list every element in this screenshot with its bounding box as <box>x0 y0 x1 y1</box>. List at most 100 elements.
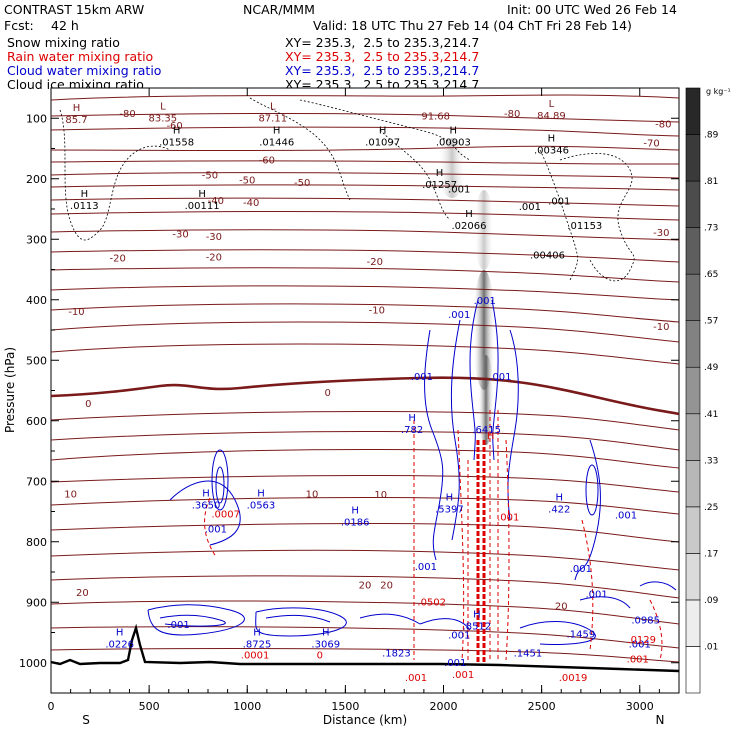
snow-extremum-value: .0113 <box>70 201 99 212</box>
cw-column-core1 <box>469 299 479 461</box>
temperature-contours <box>51 94 679 663</box>
cloud-water-extremum-marker: H <box>446 493 454 504</box>
cw-cell-right <box>574 439 601 581</box>
snow-extremum-value: .00406 <box>530 251 565 262</box>
temperature-label: -80 <box>655 119 671 130</box>
snow-shade-mid <box>474 190 494 270</box>
contour-value-label: .001 <box>629 640 651 651</box>
contour-value-label: .001 <box>411 372 433 383</box>
contour-value-label: .001 <box>497 513 519 524</box>
colorbar-tick-label: .81 <box>704 177 718 187</box>
cloud-ice-left <box>59 109 171 241</box>
colorbar-tick-label: .73 <box>704 224 718 234</box>
temperature-label: 20 <box>555 601 568 612</box>
temperature-label: -30 <box>206 232 222 243</box>
cloud-water-extremum-value: .0563 <box>247 500 276 511</box>
isotherm-45 <box>51 197 679 207</box>
isotherm-20 <box>51 575 679 599</box>
snow-extremum-value: 91.68 <box>421 111 450 122</box>
isotherm-15 <box>51 522 679 543</box>
colorbar-segment <box>685 180 701 228</box>
cloud-water-extremum-marker: H <box>408 413 416 424</box>
colorbar-segment <box>685 134 701 182</box>
rain-col-8 <box>649 599 663 661</box>
contour-value-label: .0001 <box>241 650 270 661</box>
contour-value-label: .0007 <box>211 510 240 521</box>
isotherm-p5 <box>51 410 679 431</box>
cw-low-6 <box>579 596 631 609</box>
cloud-water-extremum-marker: H <box>322 628 330 639</box>
isotherm-12 <box>51 496 679 515</box>
valid-time: Valid: 18 UTC Thu 27 Feb 14 (04 ChT Fri … <box>313 18 632 33</box>
x-axis-label: Distance (km) <box>323 713 407 727</box>
cloud-water-extremum-value: .1459 <box>567 629 596 640</box>
colorbar-tick-label: .89 <box>704 131 719 141</box>
cloud-water-extremum-value: .8725 <box>243 640 272 651</box>
cloud-water-extremum-marker: H <box>473 609 481 620</box>
isotherm-10 <box>51 321 679 343</box>
cloud-water-extremum-marker: H <box>202 488 210 499</box>
isotherm-35 <box>51 229 679 241</box>
x-tick-label: 1500 <box>331 700 359 713</box>
contour-value-label: .001 <box>489 372 511 383</box>
colorbar-segment <box>685 227 701 275</box>
cloud-ice-mid <box>249 97 351 201</box>
isotherm-0 <box>51 376 679 416</box>
isotherm-p7 <box>51 430 679 451</box>
cw-cell-1b <box>215 466 225 504</box>
colorbar-segment <box>685 553 701 601</box>
isotherm-80 <box>51 94 679 101</box>
cw-cell-right-b <box>585 464 599 516</box>
annotations-layer: -80 -80 -80 -70 -60 -60 -50 -50 -50 -40 -40 -30 -30 -… <box>64 99 671 684</box>
temperature-label: -60 <box>166 121 182 132</box>
temperature-label: 20 <box>76 588 89 599</box>
contour-value-label: H <box>487 431 495 442</box>
cloud-water-extremum-value: .0226 <box>105 640 134 651</box>
temperature-label: -70 <box>643 139 659 150</box>
legend-rain-xy: XY= 235.3, 2.5 to 235.3,214.7 <box>285 49 480 64</box>
isotherm-15 <box>51 303 679 323</box>
cloud-ice-mid2 <box>299 99 471 161</box>
rain-col-6 <box>505 439 510 661</box>
colorbar-segment <box>685 506 701 554</box>
x-axis: 0 500 1000 1500 2000 2500 3000 <box>48 88 660 713</box>
cloud-water-extremum-marker: H <box>253 628 261 639</box>
cw-cell-1 <box>211 449 229 511</box>
colorbar-segment <box>685 599 701 647</box>
snow-extremum-value: .01097 <box>365 137 400 148</box>
cloud-water-extremum-value: .3650 <box>192 500 221 511</box>
temperature-label: -20 <box>110 254 126 265</box>
model-title: CONTRAST 15km ARW <box>4 2 145 17</box>
cloud-water-extremum-marker: H <box>257 488 265 499</box>
temperature-label: 10 <box>374 490 387 501</box>
isotherm-70 <box>51 126 679 137</box>
isotherm-65 <box>51 145 679 151</box>
contour-value-label: .001 <box>615 511 637 522</box>
y-tick-label: 600 <box>26 415 47 428</box>
snow-extremum-value: .01446 <box>259 137 294 148</box>
cloud-water-extremum-value: .8512 <box>463 621 492 632</box>
init-time: Init: 00 UTC Wed 26 Feb 14 <box>507 2 677 17</box>
y-tick-label: 900 <box>26 596 47 609</box>
snow-extremum-marker: L <box>270 101 276 112</box>
snow-extremum-value: .01153 <box>567 221 602 232</box>
cw-column-right <box>507 329 519 521</box>
cloud-water-extremum-marker: H <box>116 628 124 639</box>
cloud-water-extremum-value: .6415 <box>472 425 501 436</box>
cloud-water-extremum-marker: H <box>351 505 359 516</box>
snow-extremum-value: 84.89 <box>537 111 566 122</box>
cw-low-4 <box>419 618 471 631</box>
legend-rain-name: Rain water mixing ratio <box>7 49 154 64</box>
isotherm-55 <box>51 172 679 179</box>
snow-extremum-value: 85.7 <box>65 115 87 126</box>
cw-low-5 <box>519 621 596 645</box>
contour-value-label: .001 <box>448 185 470 196</box>
colorbar-tick-label: .57 <box>704 317 718 327</box>
isotherm-10 <box>51 474 679 493</box>
legend-snow-name: Snow mixing ratio <box>7 35 120 50</box>
legend-snow-xy: XY= 235.3, 2.5 to 235.3,214.7 <box>285 35 480 50</box>
isotherm-5 <box>51 343 679 365</box>
rain-cell-left <box>204 497 216 556</box>
